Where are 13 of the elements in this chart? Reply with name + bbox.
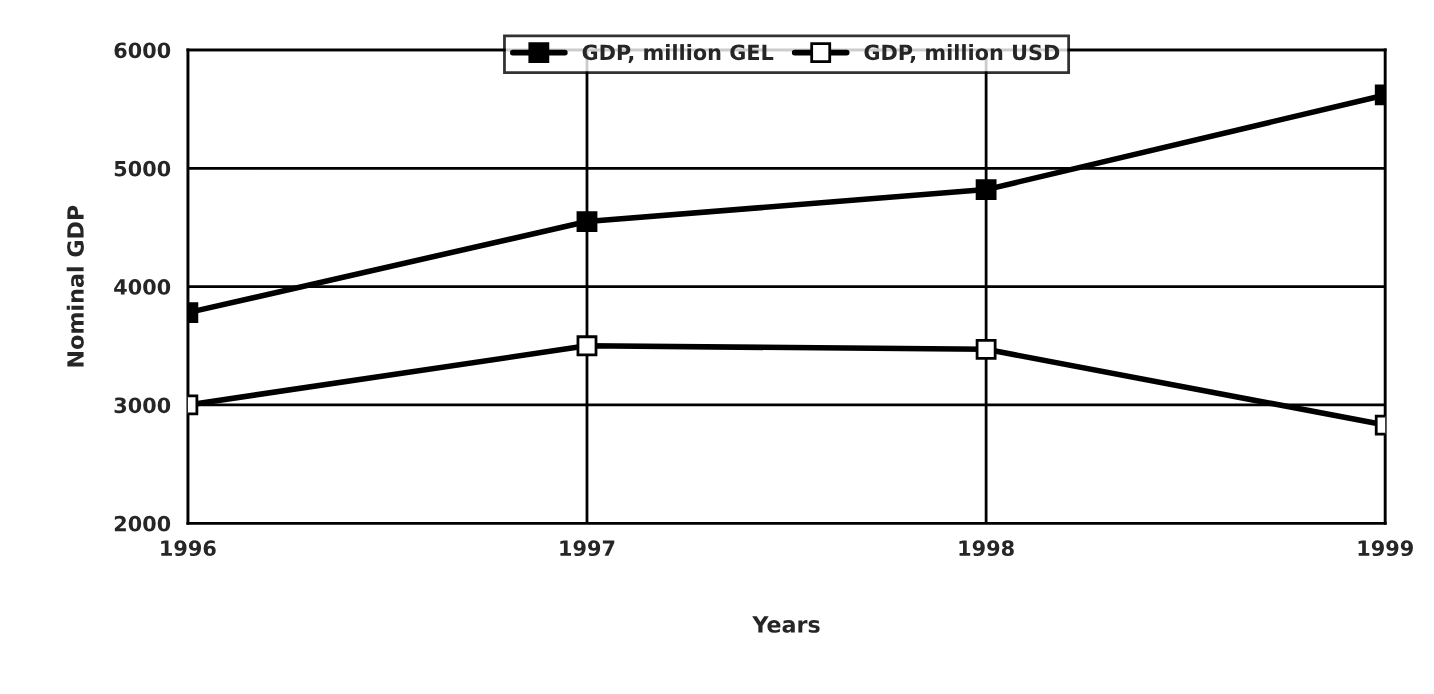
y-tick-label: 2000 — [114, 515, 171, 532]
y-tick-label: 4000 — [114, 279, 171, 295]
y-tick-label: 6000 — [114, 42, 171, 59]
x-tick-label: 1997 — [560, 540, 615, 557]
y-tick-label: 3000 — [114, 397, 171, 414]
x-tick-label: 1999 — [1358, 540, 1413, 557]
x-tick-label: 1998 — [959, 540, 1014, 557]
y-tick-label: 5000 — [114, 160, 171, 177]
x-axis-title: Years — [752, 616, 820, 633]
legend-label: GDP, million USD — [864, 44, 1060, 63]
y-axis-title: Nominal GDP — [66, 205, 84, 367]
legend-label: GDP, million GEL — [582, 44, 774, 63]
x-tick-label: 1996 — [161, 540, 216, 557]
